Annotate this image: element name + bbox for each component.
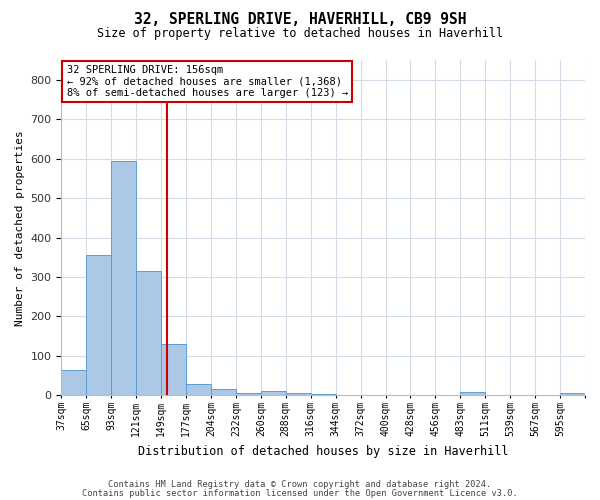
Text: Contains public sector information licensed under the Open Government Licence v3: Contains public sector information licen… — [82, 488, 518, 498]
Y-axis label: Number of detached properties: Number of detached properties — [15, 130, 25, 326]
Text: Size of property relative to detached houses in Haverhill: Size of property relative to detached ho… — [97, 28, 503, 40]
Bar — [61, 370, 86, 396]
Text: 32 SPERLING DRIVE: 156sqm
← 92% of detached houses are smaller (1,368)
8% of sem: 32 SPERLING DRIVE: 156sqm ← 92% of detac… — [67, 65, 348, 98]
Text: 32, SPERLING DRIVE, HAVERHILL, CB9 9SH: 32, SPERLING DRIVE, HAVERHILL, CB9 9SH — [134, 12, 466, 28]
Bar — [161, 344, 186, 396]
Bar — [111, 160, 136, 396]
X-axis label: Distribution of detached houses by size in Haverhill: Distribution of detached houses by size … — [138, 444, 508, 458]
Bar — [236, 394, 261, 396]
Bar — [186, 384, 211, 396]
Text: Contains HM Land Registry data © Crown copyright and database right 2024.: Contains HM Land Registry data © Crown c… — [109, 480, 491, 489]
Bar — [261, 392, 286, 396]
Bar — [86, 256, 111, 396]
Bar — [311, 394, 335, 396]
Bar — [460, 392, 485, 396]
Bar — [211, 390, 236, 396]
Bar — [335, 394, 361, 396]
Bar — [286, 394, 311, 396]
Bar — [136, 271, 161, 396]
Bar — [560, 394, 585, 396]
Bar — [361, 394, 386, 396]
Bar — [386, 394, 410, 396]
